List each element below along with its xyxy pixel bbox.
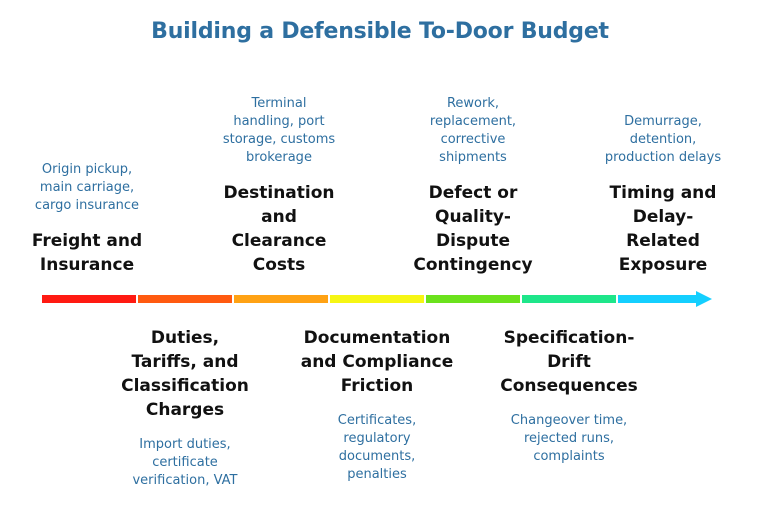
timeline-segment-1 — [42, 295, 136, 303]
timeline-segment-7 — [618, 295, 700, 303]
timeline-bar — [42, 291, 712, 307]
timeline-segment-4 — [330, 295, 424, 303]
stage-1-description: Origin pickup, main carriage, cargo insu… — [34, 162, 140, 213]
stage-6: Specification- Drift Consequences Change… — [469, 326, 669, 466]
timeline-segment-3 — [234, 295, 328, 303]
timeline-segment-6 — [522, 295, 616, 303]
timeline-segment-2 — [138, 295, 232, 303]
stage-4: Documentation and Compliance Friction Ce… — [277, 326, 477, 484]
stage-6-heading: Specification- Drift Consequences — [500, 328, 638, 396]
stage-7: Demurrage, detention, production delays … — [563, 113, 760, 277]
stage-3-heading: Destination and Clearance Costs — [223, 183, 335, 275]
stage-4-heading: Documentation and Compliance Friction — [300, 328, 454, 396]
stage-7-description: Demurrage, detention, production delays — [604, 114, 722, 165]
stage-2-description: Import duties, certificate verification,… — [132, 437, 238, 488]
timeline-segment-5 — [426, 295, 520, 303]
stage-2: Duties, Tariffs, and Classification Char… — [85, 326, 285, 490]
stage-6-description: Changeover time, rejected runs, complain… — [510, 413, 628, 464]
stage-5-heading: Defect or Quality- Dispute Contingency — [413, 183, 533, 275]
stage-5: Rework, replacement, corrective shipment… — [373, 95, 573, 277]
stage-3: Terminal handling, port storage, customs… — [179, 95, 379, 277]
stage-7-heading: Timing and Delay- Related Exposure — [609, 183, 717, 275]
timeline-arrowhead — [696, 291, 712, 307]
stage-5-description: Rework, replacement, corrective shipment… — [429, 96, 517, 165]
stage-4-description: Certificates, regulatory documents, pena… — [337, 413, 417, 482]
diagram-title: Building a Defensible To-Door Budget — [151, 19, 609, 44]
stage-2-heading: Duties, Tariffs, and Classification Char… — [121, 328, 249, 420]
stage-1: Origin pickup, main carriage, cargo insu… — [0, 161, 187, 277]
stage-3-description: Terminal handling, port storage, customs… — [222, 96, 336, 165]
stage-1-heading: Freight and Insurance — [31, 231, 143, 275]
